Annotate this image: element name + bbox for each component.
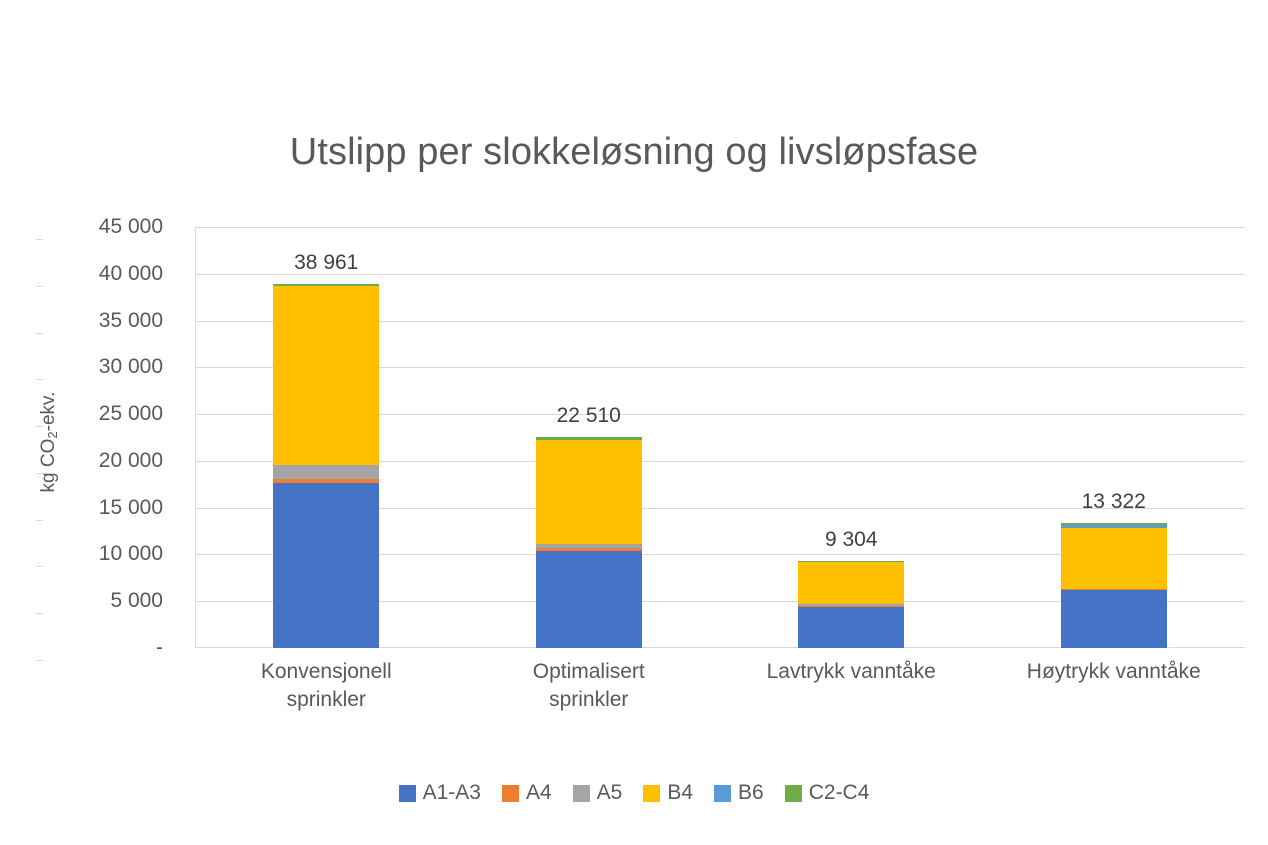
legend-swatch-icon <box>572 784 590 802</box>
y-axis-tick-mark <box>36 566 43 568</box>
bar-column[interactable]: 13 322 <box>1060 490 1167 648</box>
y-axis-tick-mark <box>36 379 43 381</box>
x-axis-category-line: Konvensjonell <box>260 660 392 683</box>
x-axis-category-line: Høytrykk vanntåke <box>1026 660 1201 683</box>
legend-swatch-icon <box>714 784 732 802</box>
bar-segment-a1-a3[interactable] <box>273 483 380 648</box>
gridline <box>195 507 1245 509</box>
legend-item-b4[interactable]: B4 <box>643 781 693 805</box>
bar-segment-b4[interactable] <box>535 439 642 544</box>
y-axis-tick-mark <box>36 285 43 287</box>
x-axis-category-label: Høytrykk vanntåke <box>1009 658 1219 686</box>
gridline <box>195 601 1245 603</box>
legend-swatch-icon <box>784 784 802 802</box>
x-axis-category-line: sprinkler <box>549 687 629 711</box>
bar-segment-a4[interactable] <box>1060 589 1167 590</box>
bar-segment-c2-c4[interactable] <box>273 283 380 287</box>
bar-column[interactable]: 9 304 <box>798 528 905 648</box>
legend-label: B6 <box>738 781 764 804</box>
y-axis-tick-label: 20 000 <box>36 449 163 474</box>
bar-total-label: 13 322 <box>1081 490 1146 514</box>
y-axis-line <box>195 227 196 648</box>
y-axis-tick-mark <box>36 239 43 240</box>
gridline <box>195 367 1245 369</box>
bar-segment-a4[interactable] <box>273 479 380 484</box>
chart-title: Utslipp per slokkeløsning og livsløpsfas… <box>289 131 979 173</box>
bar-segment-a5[interactable] <box>535 543 642 548</box>
legend-label: A5 <box>596 781 623 804</box>
y-axis-tick-mark <box>36 613 43 615</box>
y-axis-tick-label: 30 000 <box>36 355 163 381</box>
y-axis-tick-label: - <box>36 636 163 661</box>
bar-segment-c2-c4[interactable] <box>535 437 642 440</box>
bar-segment-b4[interactable] <box>798 562 905 605</box>
bar-segment-a1-a3[interactable] <box>798 607 905 648</box>
legend-label: C2-C4 <box>808 781 870 804</box>
gridline <box>195 554 1245 556</box>
gridline <box>195 273 1245 275</box>
legend-item-b6[interactable]: B6 <box>714 781 764 805</box>
y-axis-tick-label: 40 000 <box>36 262 163 287</box>
gridline <box>195 460 1245 462</box>
legend-item-a4[interactable]: A4 <box>501 781 552 805</box>
gridline <box>195 227 1245 228</box>
y-axis-tick-mark <box>36 660 43 661</box>
legend-item-a5[interactable]: A5 <box>572 781 623 805</box>
legend-swatch-icon <box>501 784 519 802</box>
x-axis-line <box>195 647 1245 648</box>
bar-column[interactable]: 38 961 <box>273 251 380 648</box>
legend-swatch-icon <box>398 784 416 802</box>
legend-swatch-icon <box>643 784 661 802</box>
bar-segment-c2-c4[interactable] <box>798 561 905 563</box>
y-axis-tick-mark <box>36 519 43 521</box>
y-axis-tick-label: 15 000 <box>36 496 163 521</box>
plot-area: - 5 000 10 000 15 000 20 000 25 000 30 000 35 0… <box>36 215 1245 661</box>
bar-total-label: 22 510 <box>556 404 621 428</box>
bar-segment-b6[interactable] <box>1060 525 1167 529</box>
legend-label: A1-A3 <box>422 781 481 804</box>
bar-segment-a1-a3[interactable] <box>1060 590 1167 648</box>
y-axis-tick-label: 25 000 <box>36 402 163 428</box>
bar-segment-a5[interactable] <box>1060 588 1167 590</box>
gridline <box>195 320 1245 322</box>
bar-total-label: 9 304 <box>824 528 878 552</box>
bar-segment-b4[interactable] <box>273 286 380 466</box>
x-axis-category-line: Optimalisert <box>532 660 645 683</box>
bar-total-label: 38 961 <box>294 250 359 274</box>
bar-segment-a4[interactable] <box>798 605 905 608</box>
bar-segment-a1-a3[interactable] <box>535 550 642 648</box>
legend-item-a1-a3[interactable]: A1-A3 <box>398 781 481 805</box>
x-axis-category-label: Konvensjonell sprinkler <box>221 658 431 713</box>
gridline <box>195 414 1245 416</box>
y-axis-title-subscript: 2 <box>44 431 60 439</box>
y-axis-tick-mark <box>36 332 43 334</box>
bar-segment-c2-c4[interactable] <box>1060 523 1167 526</box>
legend-item-c2-c4[interactable]: C2-C4 <box>784 781 870 805</box>
x-axis-category-label: Lavtrykk vanntåke <box>746 658 956 686</box>
x-axis-category-line: Lavtrykk vanntåke <box>766 660 936 683</box>
legend-label: B4 <box>667 781 694 804</box>
y-axis-tick-label: 35 000 <box>36 309 163 334</box>
y-axis-tick-label: 10 000 <box>36 542 163 568</box>
legend-label: A4 <box>525 781 552 804</box>
bar-segment-a5[interactable] <box>273 465 380 480</box>
chart-legend: A1-A3 A4 A5 B4 B6 C2-C4 <box>0 781 1268 805</box>
bar-segment-b4[interactable] <box>1060 528 1167 589</box>
y-axis-tick-mark <box>36 426 43 428</box>
y-axis-tick-label: 45 000 <box>36 215 163 240</box>
x-axis-category-line: sprinkler <box>286 687 366 711</box>
y-axis-tick-label: 5 000 <box>36 589 163 615</box>
y-axis-tick-mark <box>36 472 43 474</box>
bar-column[interactable]: 22 510 <box>535 404 642 648</box>
bar-segment-a4[interactable] <box>535 547 642 551</box>
bar-segment-a5[interactable] <box>798 604 905 606</box>
x-axis-category-label: Optimalisert sprinkler <box>484 658 694 713</box>
